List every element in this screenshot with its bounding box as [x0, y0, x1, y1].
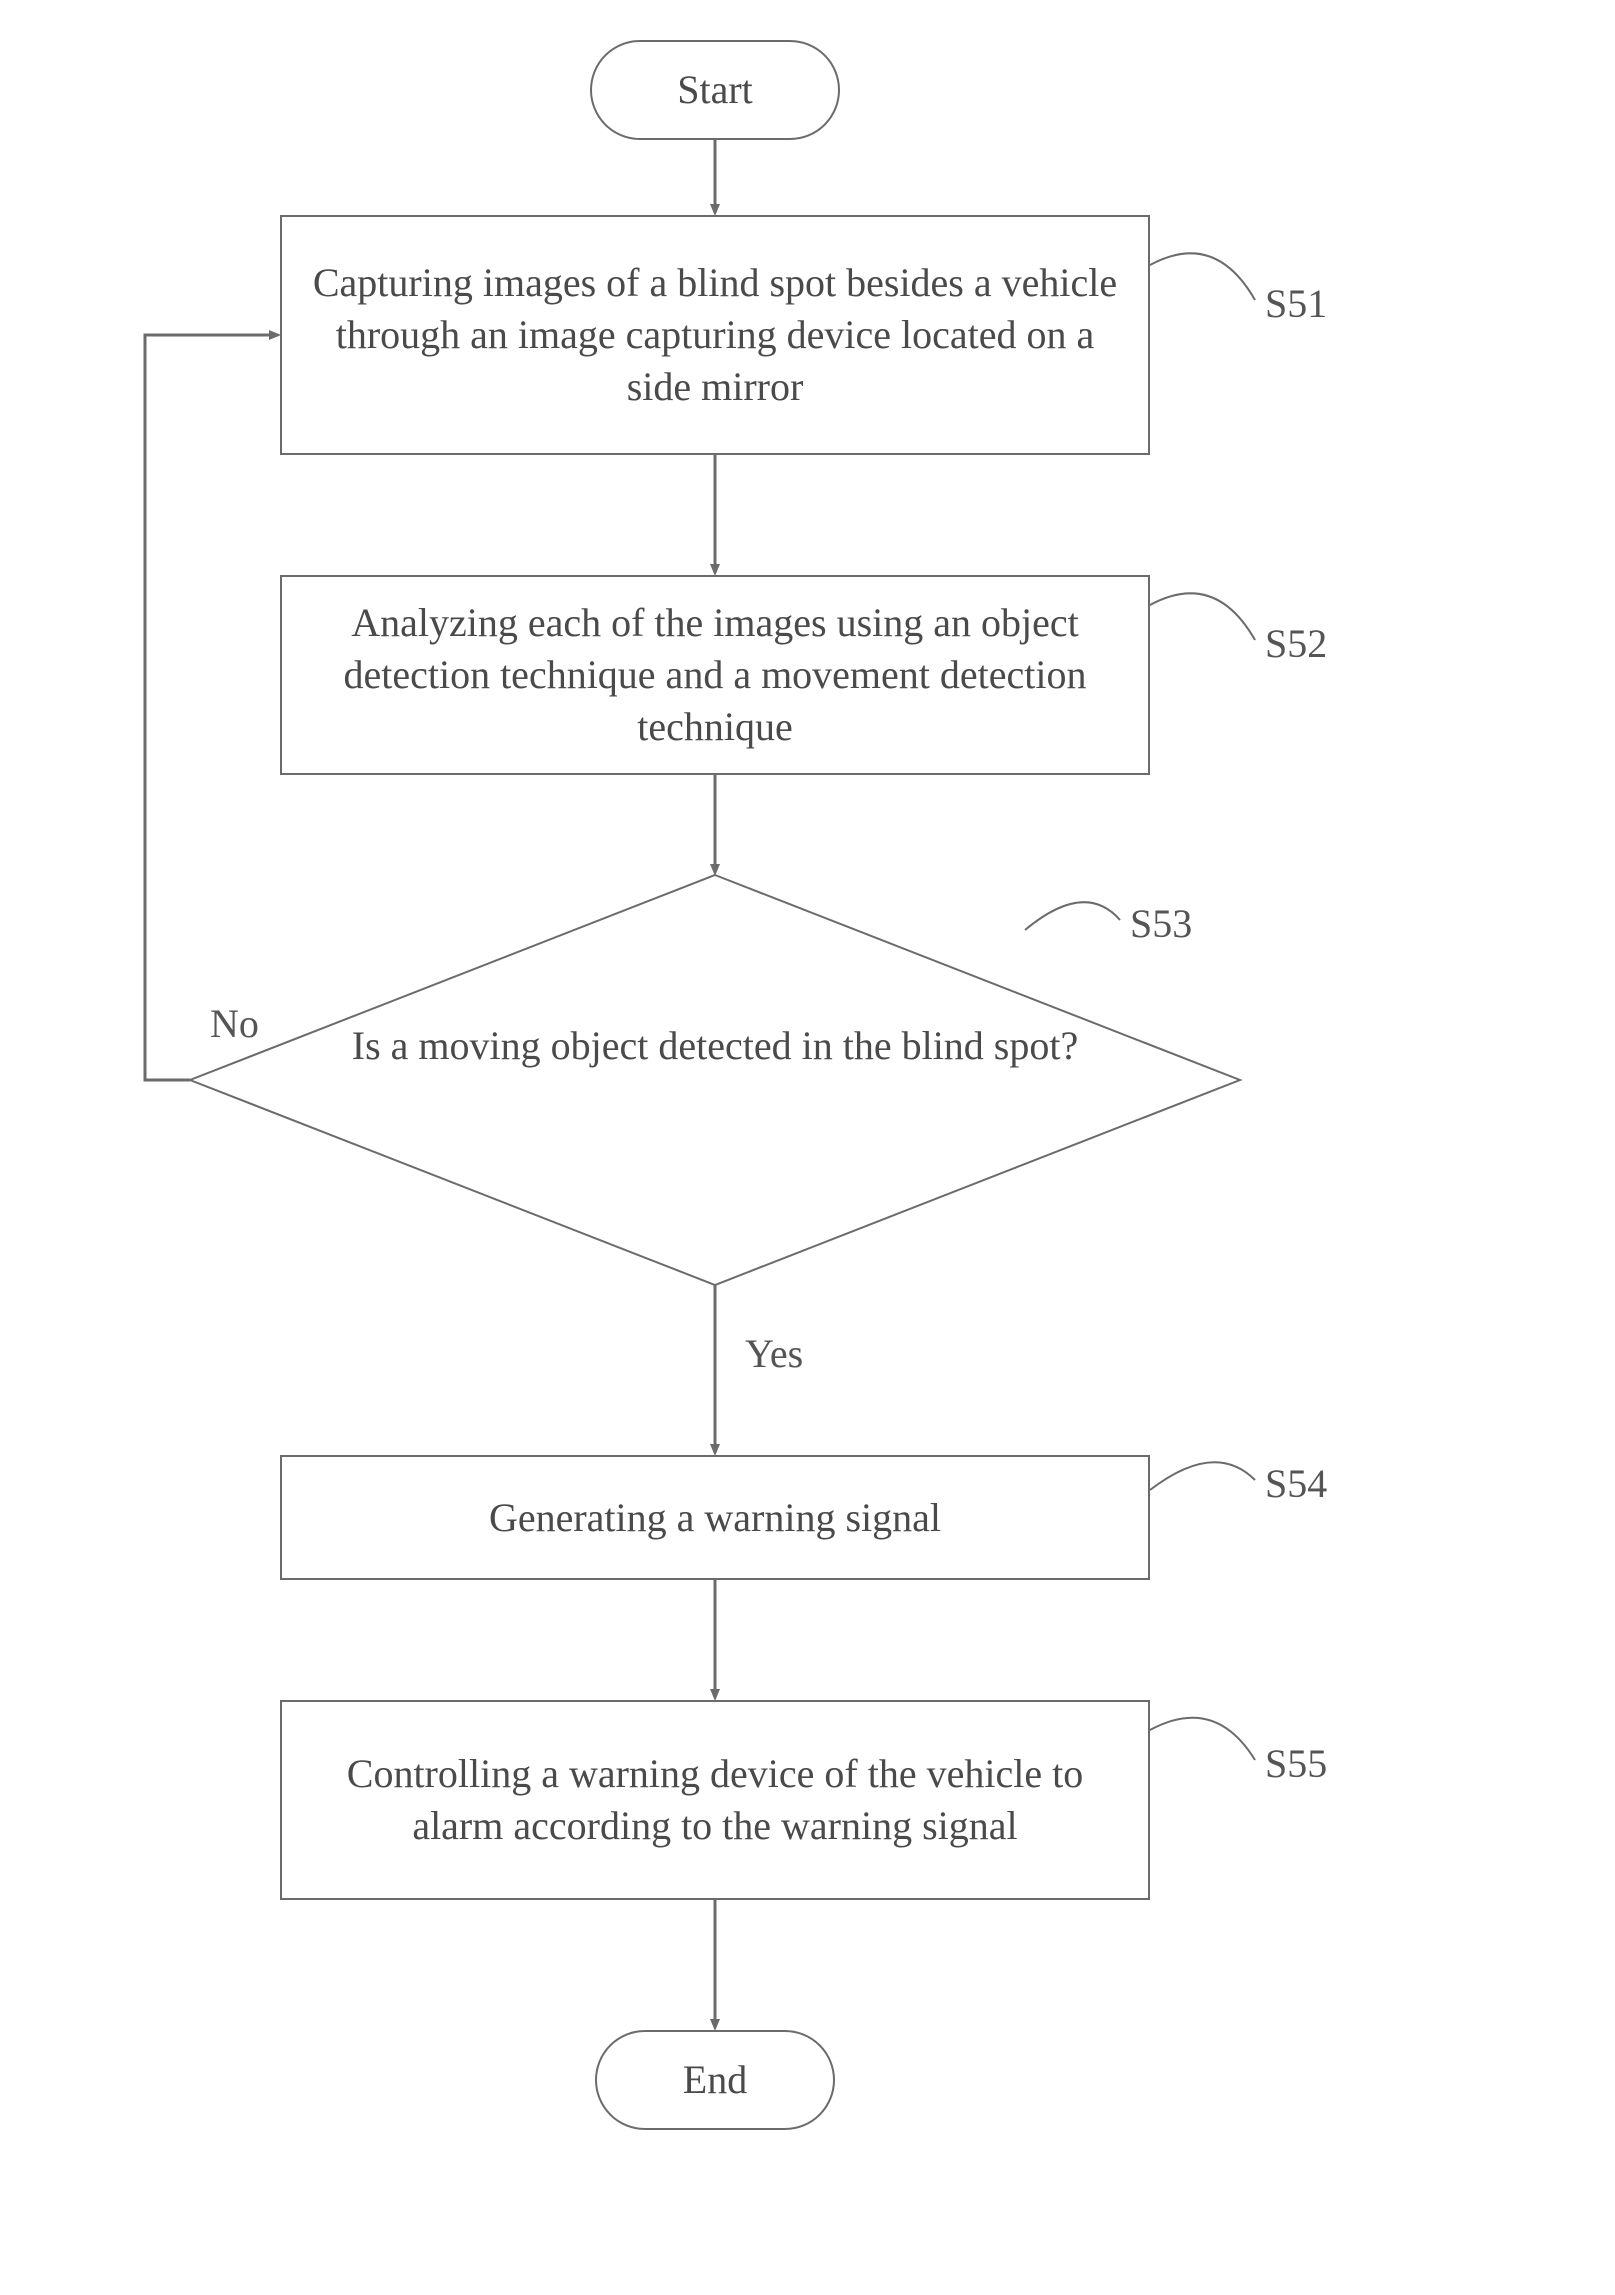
s52-label: S52 [1265, 620, 1327, 667]
start-text: Start [677, 64, 753, 116]
s54-label: S54 [1265, 1460, 1327, 1507]
s53-decision-diamond: Is a moving object detected in the blind… [190, 875, 1240, 1285]
s51-label: S51 [1265, 280, 1327, 327]
flowchart-canvas: Start Capturing images of a blind spot b… [0, 0, 1615, 2295]
end-terminator: End [595, 2030, 835, 2130]
lead-s51 [1150, 253, 1255, 300]
s55-label: S55 [1265, 1740, 1327, 1787]
s53-text: Is a moving object detected in the blind… [190, 1020, 1240, 1072]
s54-process-box: Generating a warning signal [280, 1455, 1150, 1580]
s55-process-box: Controlling a warning device of the vehi… [280, 1700, 1150, 1900]
lead-s52 [1150, 593, 1255, 640]
edge-label-yes: Yes [745, 1330, 803, 1377]
lead-s54 [1150, 1462, 1255, 1490]
s52-text: Analyzing each of the images using an ob… [310, 597, 1120, 753]
s55-text: Controlling a warning device of the vehi… [310, 1748, 1120, 1852]
lead-s55 [1150, 1718, 1255, 1760]
end-text: End [683, 2054, 747, 2106]
s51-text: Capturing images of a blind spot besides… [310, 257, 1120, 413]
s52-process-box: Analyzing each of the images using an ob… [280, 575, 1150, 775]
start-terminator: Start [590, 40, 840, 140]
edge-label-no: No [210, 1000, 259, 1047]
s51-process-box: Capturing images of a blind spot besides… [280, 215, 1150, 455]
s53-label: S53 [1130, 900, 1192, 947]
s54-text: Generating a warning signal [489, 1492, 941, 1544]
